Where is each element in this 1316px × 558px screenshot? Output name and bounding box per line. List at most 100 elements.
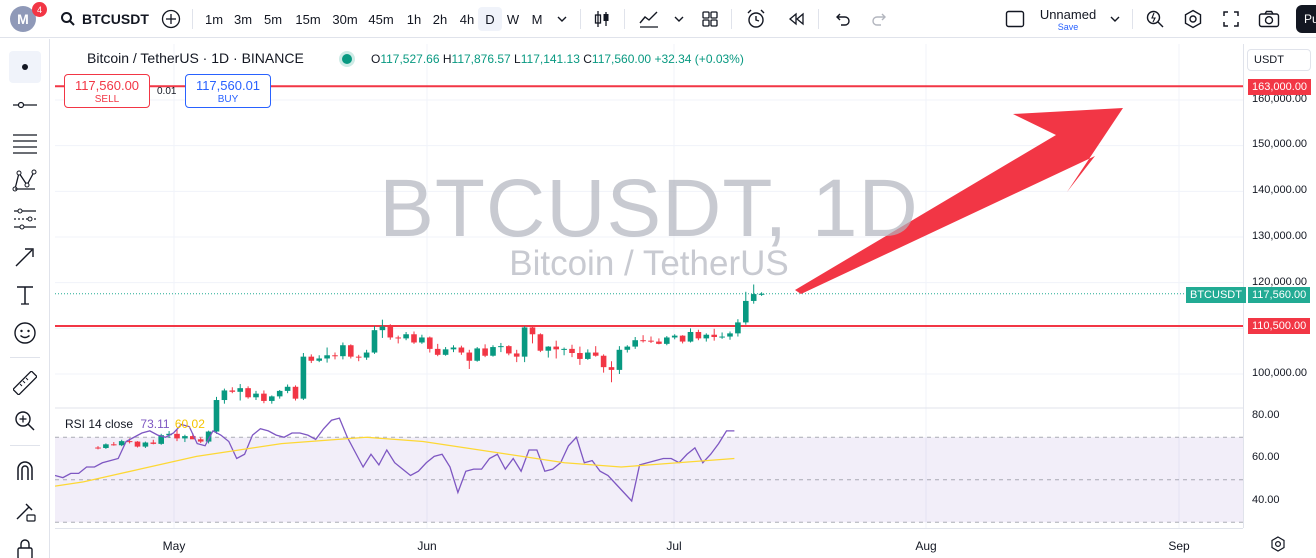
- candle-body: [585, 352, 591, 359]
- candle-body: [442, 349, 449, 355]
- multi-layout-checkbox[interactable]: [1002, 0, 1028, 38]
- parallel-lines-icon: [13, 134, 37, 154]
- time-tick-label: Sep: [1168, 539, 1190, 553]
- quick-search-button[interactable]: [1140, 0, 1170, 38]
- undo-button[interactable]: [828, 0, 856, 38]
- toolbar-separator: [818, 9, 819, 29]
- interval-1h[interactable]: 1h: [406, 11, 422, 27]
- price-scale[interactable]: USDT 160,000.00 150,000.00 140,000.00 130,0…: [1243, 44, 1316, 528]
- compare-add-symbol-button[interactable]: [158, 0, 184, 38]
- candle-body: [687, 331, 694, 342]
- candle-body: [664, 337, 670, 344]
- zoom-in-icon: [15, 411, 35, 431]
- grid-icon: [702, 11, 718, 27]
- snapshot-button[interactable]: [1254, 0, 1284, 38]
- candle-body: [616, 349, 623, 370]
- candle-body: [387, 326, 394, 338]
- rewind-icon: [788, 12, 804, 26]
- symbol-watermark: BTCUSDT, 1D: [379, 163, 919, 254]
- cursor-tool-button[interactable]: [9, 51, 41, 83]
- candle-body: [253, 393, 259, 398]
- time-tick-label: Jun: [417, 539, 437, 553]
- sell-price: 117,560.00: [74, 78, 140, 93]
- interval-5m[interactable]: 5m: [263, 11, 283, 27]
- brush-tool-button[interactable]: [9, 241, 41, 273]
- indicators-dropdown[interactable]: [668, 0, 690, 38]
- zoom-in-tool-button[interactable]: [9, 405, 41, 437]
- pattern-tool-button[interactable]: [9, 165, 41, 197]
- measure-tool-button[interactable]: [9, 367, 41, 399]
- horizontal-line-price-tag[interactable]: 163,000.00: [1248, 79, 1312, 95]
- candle-body: [166, 433, 172, 436]
- candle-body: [190, 436, 196, 440]
- candle-body: [419, 337, 425, 343]
- toolbar-separator: [731, 9, 732, 29]
- candle-body: [727, 333, 733, 337]
- replay-button[interactable]: [782, 0, 810, 38]
- candle-body: [577, 352, 583, 359]
- high-value: 117,876.57: [451, 52, 511, 66]
- candle-body: [197, 439, 204, 442]
- interval-15m[interactable]: 15m: [295, 11, 321, 27]
- interval-2h[interactable]: 2h: [432, 11, 448, 27]
- candle-body: [237, 388, 243, 392]
- search-zap-icon: [1146, 10, 1164, 28]
- chart-canvas[interactable]: [55, 44, 1243, 528]
- candle-body: [229, 390, 236, 392]
- time-scale[interactable]: May Jun Jul Aug Sep: [55, 528, 1243, 558]
- hide-drawings-button[interactable]: [9, 533, 41, 558]
- publish-button[interactable]: Pu: [1296, 5, 1316, 33]
- interval-dropdown[interactable]: [551, 0, 573, 38]
- chart-type-button[interactable]: [588, 0, 616, 38]
- candle-body: [205, 431, 212, 442]
- last-price-tag[interactable]: 117,560.00: [1248, 287, 1311, 303]
- layout-dropdown[interactable]: [1104, 0, 1126, 38]
- buy-button[interactable]: 117,560.01 BUY: [185, 74, 271, 108]
- user-avatar[interactable]: M: [10, 6, 36, 32]
- layout-templates-button[interactable]: [696, 0, 724, 38]
- interval-4h[interactable]: 4h: [459, 11, 475, 27]
- text-tool-button[interactable]: [9, 279, 41, 311]
- redo-button[interactable]: [866, 0, 894, 38]
- candle-body: [126, 441, 133, 443]
- candle-body: [371, 330, 378, 353]
- symbol-search-button[interactable]: BTCUSDT: [60, 0, 150, 38]
- candle-body: [719, 336, 725, 338]
- chart-pane[interactable]: BTCUSDT, 1D Bitcoin / TetherUS Bitcoin /…: [55, 44, 1243, 528]
- text-t-icon: [17, 286, 33, 305]
- icons-tool-button[interactable]: [9, 317, 41, 349]
- dot-cursor-icon: [22, 64, 28, 70]
- chart-settings-button[interactable]: [1270, 536, 1286, 557]
- candle-body: [513, 353, 520, 357]
- fib-tool-button[interactable]: [9, 127, 41, 159]
- close-key: C: [583, 52, 592, 66]
- indicators-button[interactable]: [634, 0, 664, 38]
- lock-drawings-button[interactable]: [9, 495, 41, 527]
- settings-button[interactable]: [1178, 0, 1208, 38]
- currency-button[interactable]: USDT: [1247, 49, 1311, 71]
- interval-M[interactable]: M: [531, 11, 543, 27]
- interval-3m[interactable]: 3m: [233, 11, 253, 27]
- trend-line-tool-button[interactable]: [9, 89, 41, 121]
- candle-body: [498, 346, 504, 348]
- interval-W[interactable]: W: [506, 11, 520, 27]
- interval-30m[interactable]: 30m: [332, 11, 358, 27]
- sell-button[interactable]: 117,560.00 SELL: [64, 74, 150, 108]
- series-legend-title[interactable]: Bitcoin / TetherUS · 1D · BINANCE: [87, 50, 304, 66]
- market-open-indicator[interactable]: [342, 54, 352, 64]
- interval-45m[interactable]: 45m: [368, 11, 394, 27]
- rsi-legend[interactable]: RSI 14 close 73.11 60.02: [65, 417, 205, 431]
- layout-name-button[interactable]: Unnamed Save: [1036, 0, 1100, 38]
- candle-body: [743, 300, 749, 323]
- magnet-tool-button[interactable]: [9, 455, 41, 487]
- price-tick-label: 130,000.00: [1252, 230, 1308, 242]
- prediction-tool-button[interactable]: [9, 203, 41, 235]
- fullscreen-button[interactable]: [1216, 0, 1246, 38]
- horizontal-line-price-tag[interactable]: 110,500.00: [1248, 318, 1311, 334]
- interval-1m[interactable]: 1m: [204, 11, 224, 27]
- alert-button[interactable]: [741, 0, 771, 38]
- time-tick-label: Jul: [666, 539, 682, 553]
- ohlc-legend: O117,527.66 H117,876.57 L117,141.13 C117…: [371, 52, 744, 66]
- candle-body: [458, 347, 465, 353]
- interval-D[interactable]: D: [478, 7, 502, 31]
